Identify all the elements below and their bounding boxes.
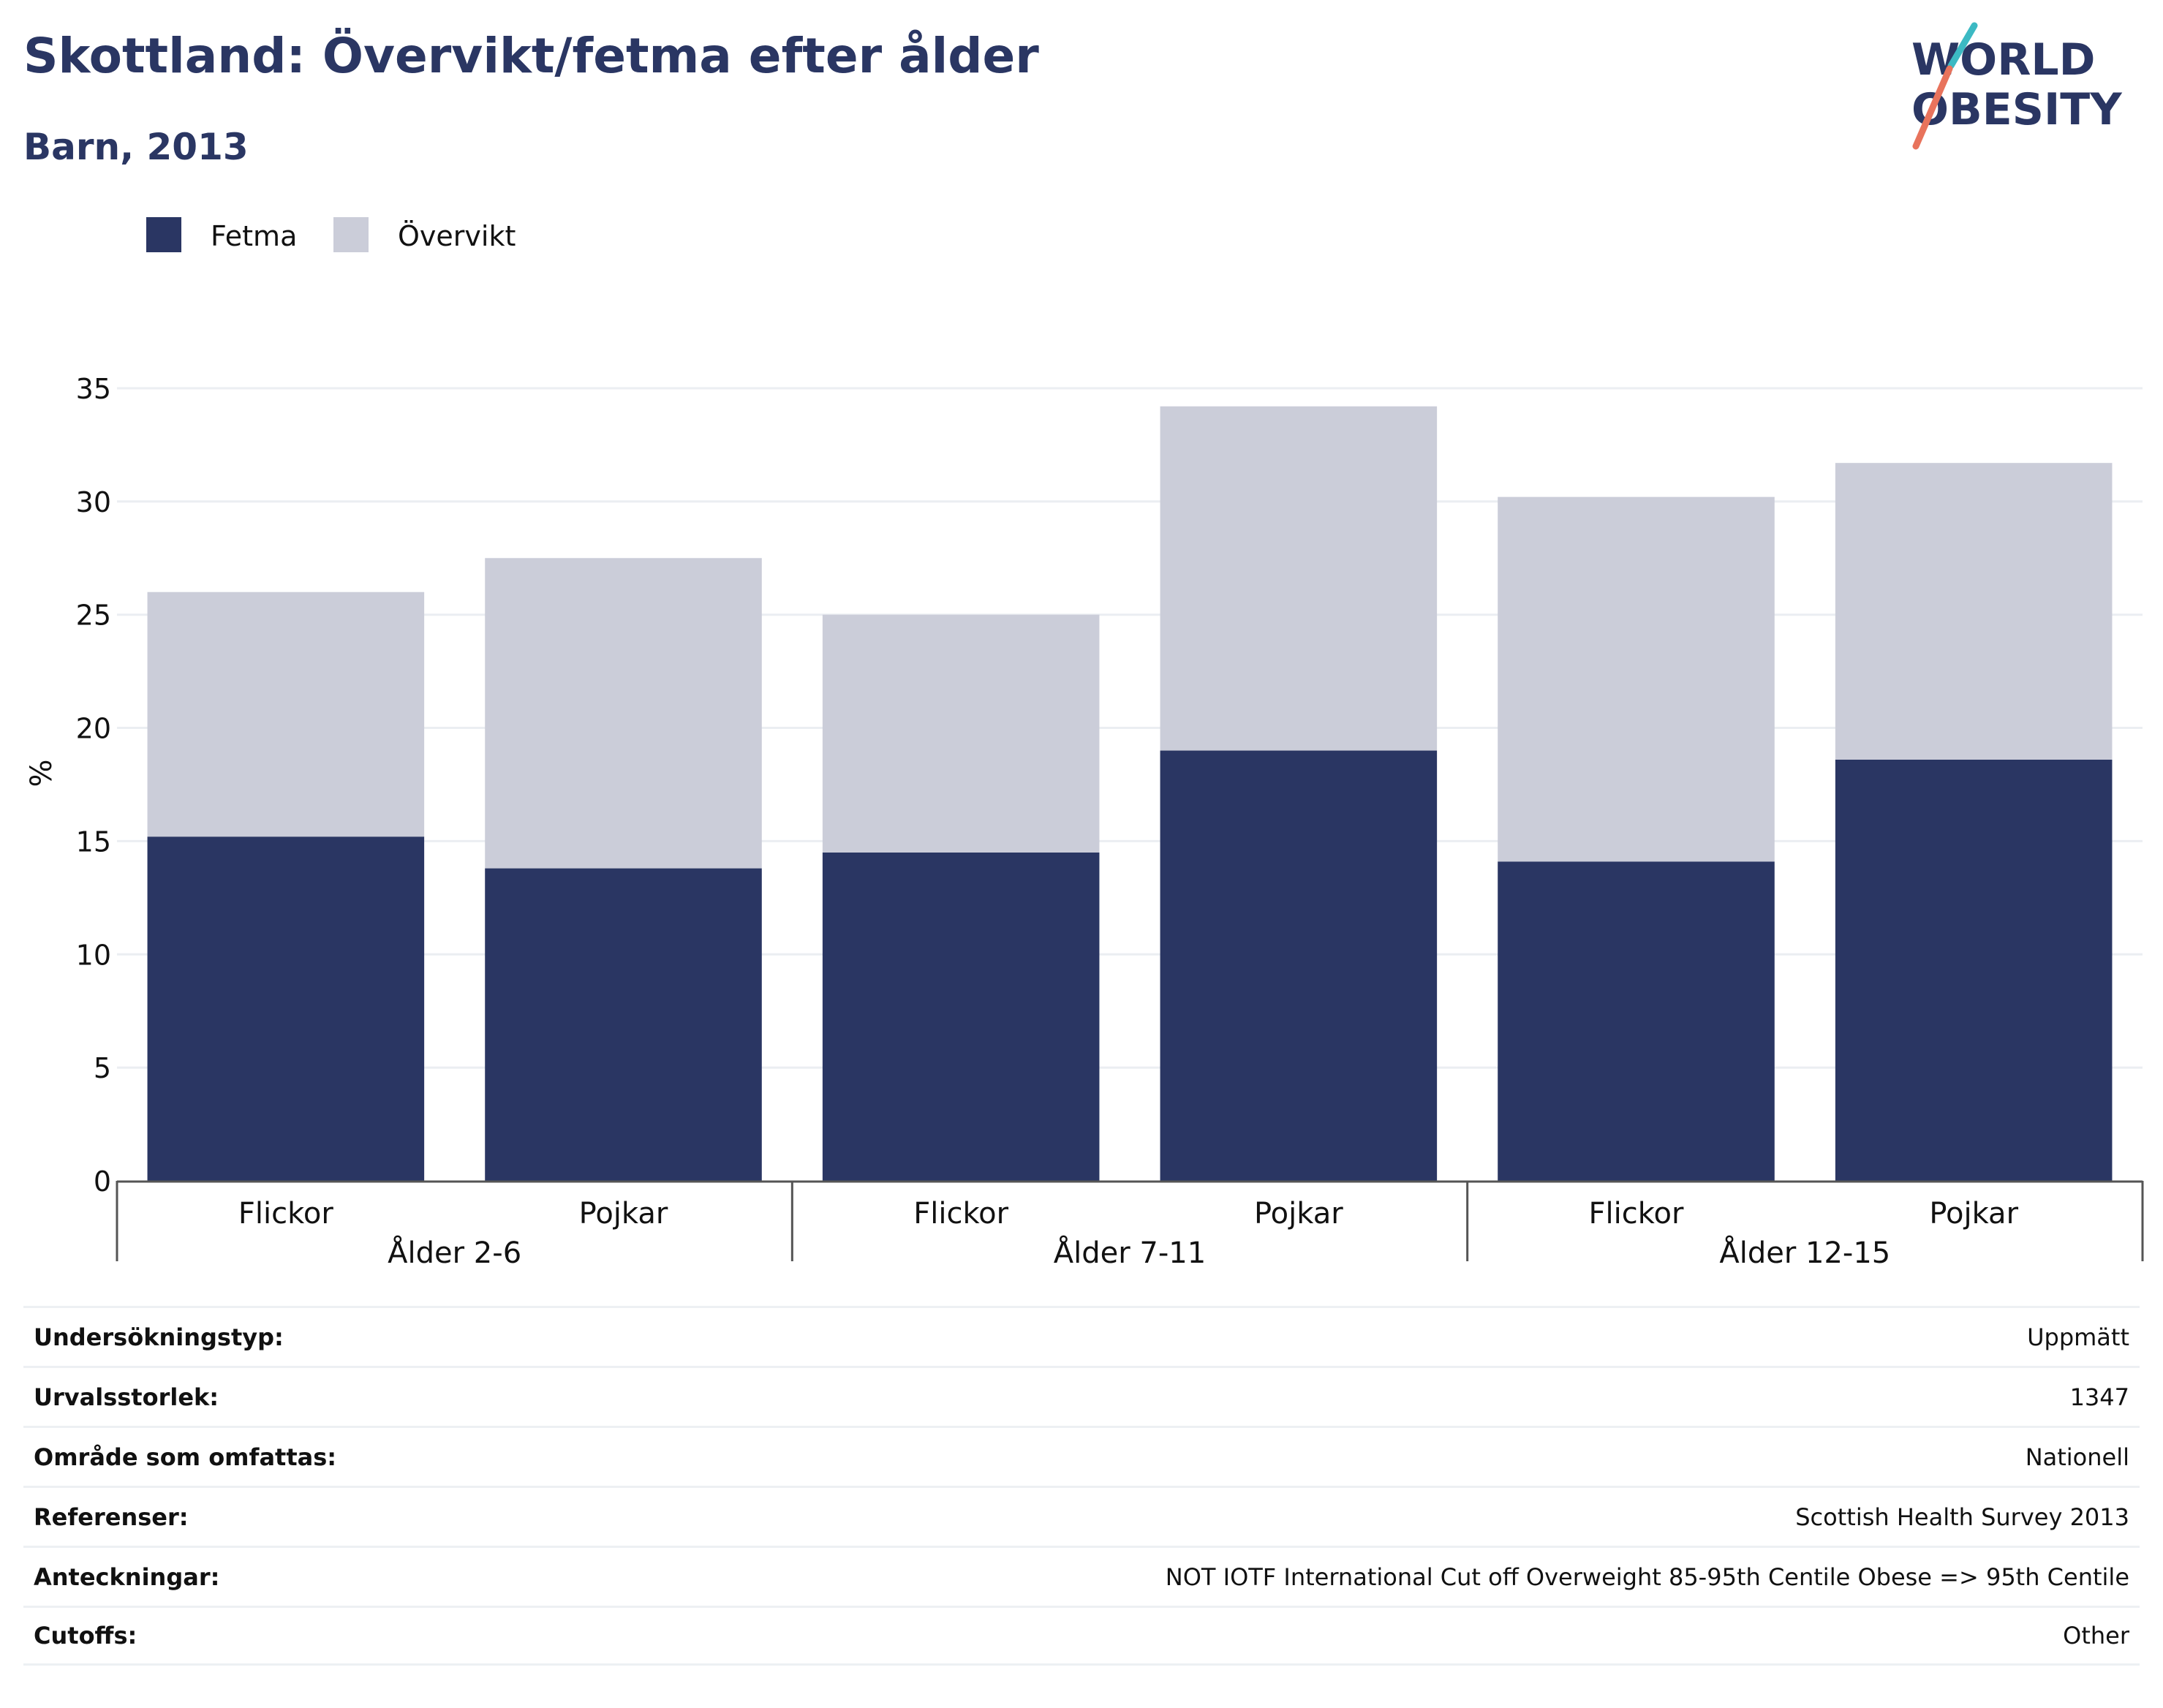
metadata-table: Undersökningstyp: Uppmätt Urvalsstorlek: 13…	[23, 1306, 2140, 1666]
metadata-label: Undersökningstyp:	[34, 1323, 284, 1351]
metadata-row: Anteckningar: NOT IOTF International Cut …	[23, 1546, 2140, 1606]
stacked-bar-chart: 0 5 10 15 20 25 30 35 Flickor Pojkar Flickor Pojka…	[25, 217, 2144, 1270]
metadata-value: Scottish Health Survey 2013	[1795, 1503, 2129, 1531]
bar-fetma-5	[1835, 759, 2113, 1181]
bars	[147, 406, 2113, 1181]
logo-slash-coral	[1912, 65, 1953, 150]
bar-overvikt-2	[822, 614, 1100, 853]
metadata-row: Cutoffs: Other	[23, 1606, 2140, 1666]
metadata-label: Cutoffs:	[34, 1622, 137, 1650]
logo-slash-teal	[1947, 22, 1978, 69]
x-tick-label: Pojkar	[579, 1197, 668, 1231]
bar-overvikt-3	[1160, 406, 1438, 751]
legend-label: Övervikt	[398, 220, 516, 252]
x-tick-label: Pojkar	[1254, 1197, 1343, 1231]
legend: Fetma Övervikt	[146, 217, 516, 252]
legend-swatch-overvikt	[333, 217, 369, 252]
y-tick-label: 5	[94, 1052, 111, 1084]
x-tick-label: Flickor	[913, 1197, 1008, 1231]
gridlines	[117, 387, 2143, 1069]
metadata-value: Nationell	[2025, 1443, 2129, 1471]
group-label: Ålder 2-6	[388, 1235, 521, 1270]
y-tick-label: 0	[94, 1165, 111, 1198]
bar-overvikt-5	[1835, 463, 2113, 760]
x-tick-label: Pojkar	[1929, 1197, 2018, 1231]
logo-line-1: WORLD	[1911, 34, 2095, 86]
metadata-value: Other	[2063, 1622, 2129, 1650]
bar-fetma-1	[485, 868, 762, 1181]
metadata-value: NOT IOTF International Cut off Overweigh…	[1165, 1562, 2129, 1591]
logo-line-2: OBESITY	[1911, 84, 2123, 135]
metadata-label: Område som omfattas:	[34, 1443, 337, 1471]
metadata-row: Urvalsstorlek: 1347	[23, 1366, 2140, 1426]
legend-swatch-fetma	[146, 217, 181, 252]
metadata-label: Anteckningar:	[34, 1562, 220, 1591]
bar-fetma-4	[1498, 861, 1775, 1181]
bar-overvikt-4	[1498, 496, 1775, 862]
x-tick-label: Flickor	[238, 1197, 333, 1231]
x-axis: Flickor Pojkar Flickor Pojkar Flickor Pojkar Å…	[116, 1180, 2144, 1270]
y-tick-label: 10	[76, 939, 111, 971]
y-axis-ticks: 0 5 10 15 20 25 30 35	[76, 373, 111, 1198]
y-tick-label: 15	[76, 825, 111, 858]
metadata-row: Referenser: Scottish Health Survey 2013	[23, 1486, 2140, 1546]
metadata-row: Område som omfattas: Nationell	[23, 1426, 2140, 1486]
metadata-value: 1347	[2069, 1383, 2129, 1411]
bar-fetma-3	[1160, 750, 1438, 1181]
legend-label: Fetma	[211, 220, 297, 252]
bar-fetma-0	[147, 836, 425, 1181]
y-tick-label: 25	[76, 600, 111, 632]
world-obesity-logo: WORLD OBESITY	[1911, 22, 2123, 150]
metadata-label: Referenser:	[34, 1503, 189, 1531]
chart-title: Skottland: Övervikt/fetma efter ålder	[23, 28, 1039, 84]
metadata-label: Urvalsstorlek:	[34, 1383, 219, 1411]
bar-fetma-2	[822, 852, 1100, 1181]
y-tick-label: 20	[76, 713, 111, 745]
group-label: Ålder 12-15	[1719, 1235, 1890, 1270]
x-tick-label: Flickor	[1589, 1197, 1684, 1231]
chart-subtitle: Barn, 2013	[23, 126, 249, 168]
metadata-row: Undersökningstyp: Uppmätt	[23, 1306, 2140, 1366]
metadata-value: Uppmätt	[2027, 1323, 2129, 1351]
bar-overvikt-1	[485, 558, 762, 869]
group-label: Ålder 7-11	[1054, 1235, 1206, 1270]
bar-overvikt-0	[147, 592, 425, 837]
y-tick-label: 35	[76, 373, 111, 405]
y-tick-label: 30	[76, 486, 111, 518]
y-axis-label: %	[25, 759, 58, 787]
